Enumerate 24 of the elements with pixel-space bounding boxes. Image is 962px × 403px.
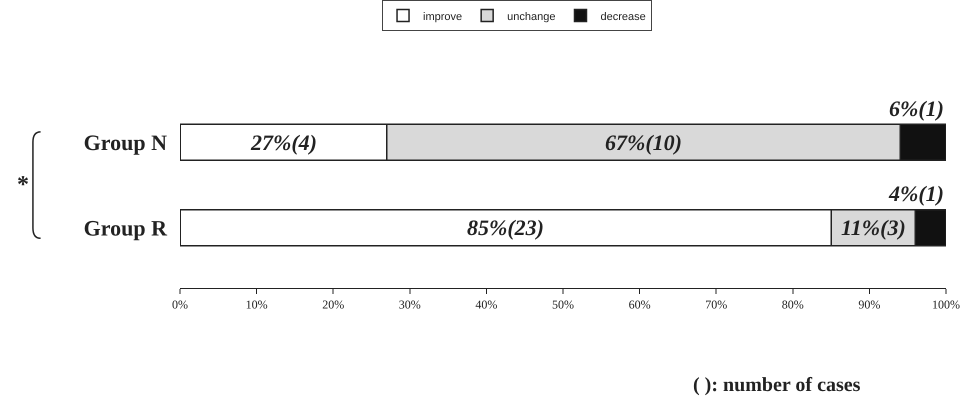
data-label: 11%(3) xyxy=(841,215,906,240)
text: * xyxy=(17,172,29,198)
data-label: 6%(1) xyxy=(889,96,944,121)
x-tick-label: 10% xyxy=(246,297,268,312)
data-label: 67%(10) xyxy=(605,130,682,155)
x-tick-label: 100% xyxy=(932,297,960,312)
x-tick-label: 0% xyxy=(172,297,188,312)
x-tick-label: 60% xyxy=(628,297,651,312)
x-tick-label: 90% xyxy=(858,297,880,312)
legend-label: unchange xyxy=(507,10,556,23)
y-tick-label: Group R xyxy=(84,216,168,241)
y-tick-label: Group N xyxy=(84,130,168,155)
data-label: 27%(4) xyxy=(250,130,317,155)
x-tick-label: 80% xyxy=(782,297,804,312)
x-tick-label: 30% xyxy=(398,297,421,312)
text: ( ): number of cases xyxy=(693,374,861,396)
x-tick-label: 20% xyxy=(322,297,344,312)
data-label: 4%(1) xyxy=(888,181,944,206)
legend-label: improve xyxy=(423,10,462,23)
x-tick-label: 50% xyxy=(552,297,574,312)
legend-label: decrease xyxy=(600,10,646,23)
data-label: 85%(23) xyxy=(467,215,544,240)
x-tick-label: 70% xyxy=(705,297,728,312)
x-tick-label: 40% xyxy=(475,297,498,312)
